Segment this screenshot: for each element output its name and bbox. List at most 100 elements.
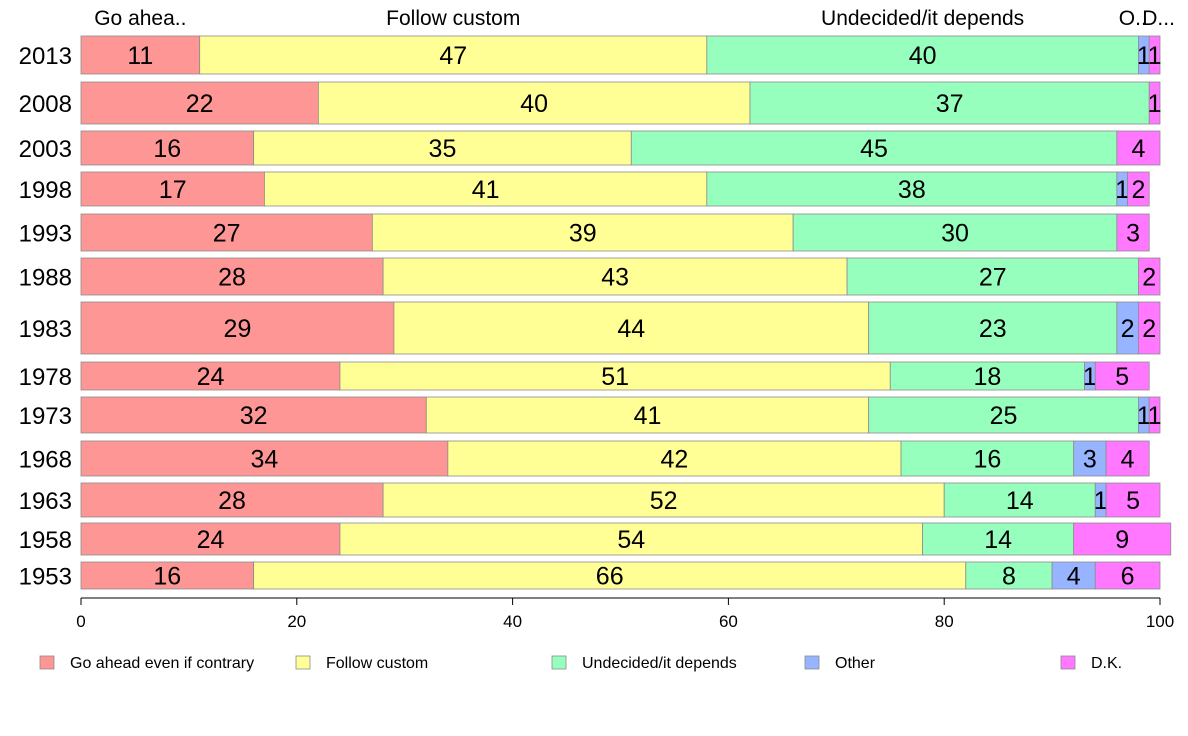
bar-segment-1978-s1 (339, 361, 891, 391)
category-label-2003: 2003 (19, 136, 72, 163)
bar-segment-2008-s4 (1148, 81, 1161, 125)
bar-segment-1998-s4 (1127, 171, 1150, 207)
legend-swatch-4 (1060, 655, 1076, 670)
legend-label-1: Follow custom (326, 655, 428, 672)
category-label-1993: 1993 (19, 221, 72, 248)
bar-value-label-1968-s2: 16 (973, 446, 1001, 474)
bar-segment-2008-s2 (749, 81, 1150, 125)
bar-segment-1958-s1 (339, 522, 924, 556)
bar-segment-1993-s0 (80, 213, 373, 252)
legend-swatch-1 (295, 655, 311, 670)
category-label-1998: 1998 (19, 177, 72, 204)
x-tick-label-60: 60 (719, 612, 738, 631)
bar-value-label-2003-s2: 45 (860, 135, 888, 163)
bar-segment-1988-s2 (846, 257, 1139, 296)
bar-value-label-1978-s0: 24 (197, 363, 225, 391)
bar-value-label-1958-s4: 9 (1115, 526, 1129, 554)
bar-segment-2013-s1 (199, 35, 708, 75)
bar-segment-1983-s2 (868, 301, 1118, 355)
bar-value-label-1998-s1: 41 (472, 176, 500, 204)
bar-value-label-2008-s2: 37 (936, 90, 964, 118)
legend-label-3: Other (835, 655, 876, 672)
legend-swatch-2 (551, 655, 567, 670)
bar-value-label-2013-s4: 1 (1148, 42, 1162, 70)
bar-value-label-1953-s4: 6 (1121, 563, 1135, 591)
bar-value-label-1973-s4: 1 (1148, 402, 1162, 430)
series-header-0: Go ahea.. (94, 7, 186, 30)
bar-value-label-2008-s1: 40 (520, 90, 548, 118)
bar-segment-1958-s0 (80, 522, 341, 556)
bar-segment-1953-s0 (80, 561, 255, 590)
category-label-1963: 1963 (19, 488, 72, 515)
bar-value-label-1953-s1: 66 (596, 563, 624, 591)
bar-value-label-1968-s4: 4 (1121, 446, 1135, 474)
bar-value-label-1978-s4: 5 (1115, 363, 1129, 391)
bar-value-label-1998-s2: 38 (898, 176, 926, 204)
legend: Go ahead even if contrary Follow custom Un… (39, 655, 1122, 672)
bar-segment-2003-s4 (1116, 130, 1161, 166)
bar-value-label-2008-s0: 22 (186, 90, 214, 118)
bar-segment-1958-s4 (1073, 522, 1172, 556)
category-label-1958: 1958 (19, 527, 72, 554)
bar-segment-2003-s1 (253, 130, 632, 166)
bar-segment-1963-s2 (943, 482, 1096, 518)
bar-value-label-2013-s3: 1 (1137, 42, 1151, 70)
bar-segment-1998-s0 (80, 171, 265, 207)
bar-segment-1988-s4 (1138, 257, 1161, 296)
bar-value-label-1953-s3: 4 (1067, 563, 1081, 591)
bar-segment-1978-s0 (80, 361, 341, 391)
bar-value-label-1983-s1: 44 (617, 315, 645, 343)
bar-segment-2008-s0 (80, 81, 319, 125)
bar-value-label-1983-s0: 29 (224, 315, 252, 343)
bar-value-label-1983-s3: 2 (1121, 315, 1135, 343)
bar-value-label-1968-s1: 42 (661, 446, 689, 474)
bar-value-label-1998-s4: 2 (1131, 176, 1145, 204)
category-label-1988: 1988 (19, 265, 72, 292)
bar-value-label-1993-s0: 27 (213, 220, 241, 248)
bar-value-label-1993-s4: 3 (1126, 220, 1140, 248)
legend-swatch-0 (39, 655, 55, 670)
bar-value-label-1993-s2: 30 (941, 220, 969, 248)
category-label-1978: 1978 (19, 364, 72, 391)
bar-segment-1993-s4 (1116, 213, 1150, 252)
bar-value-label-2003-s4: 4 (1131, 135, 1145, 163)
bar-value-label-1988-s2: 27 (979, 264, 1007, 292)
bar-segment-1963-s0 (80, 482, 384, 518)
x-axis: 0 20 40 60 80 100 (76, 597, 1174, 631)
legend-swatch-3 (804, 655, 820, 670)
bar-value-label-1963-s2: 14 (1006, 487, 1034, 515)
bar-segment-1993-s2 (792, 213, 1118, 252)
x-tick-label-40: 40 (503, 612, 522, 631)
bar-segment-1983-s0 (80, 301, 395, 355)
bar-segment-1968-s3 (1073, 440, 1107, 477)
x-tick-label-100: 100 (1146, 612, 1174, 631)
series-header-labels: Go ahea.. Follow custom Undecided/it depen… (94, 7, 1175, 30)
bar-value-label-2003-s0: 16 (153, 135, 181, 163)
bar-segment-1968-s1 (447, 440, 902, 477)
legend-label-0: Go ahead even if contrary (70, 655, 254, 672)
bar-value-label-1963-s3: 1 (1094, 487, 1108, 515)
series-header-4: D... (1142, 7, 1175, 30)
bar-segment-1953-s3 (1051, 561, 1096, 590)
category-label-2013: 2013 (19, 43, 72, 70)
bar-value-label-2013-s0: 11 (127, 42, 153, 70)
bar-segment-1983-s1 (393, 301, 870, 355)
bar-segment-1968-s4 (1105, 440, 1150, 477)
category-label-1983: 1983 (19, 316, 72, 343)
bar-value-label-1953-s0: 16 (153, 563, 181, 591)
bar-segment-1968-s0 (80, 440, 449, 477)
bar-value-label-1968-s0: 34 (251, 446, 279, 474)
bar-segment-1953-s4 (1094, 561, 1161, 590)
series-header-1: Follow custom (386, 7, 520, 30)
bar-segment-1973-s0 (80, 396, 427, 434)
bar-segment-1988-s1 (382, 257, 848, 296)
bar-value-label-1958-s0: 24 (197, 526, 225, 554)
bar-segment-1993-s1 (371, 213, 794, 252)
bar-segment-1963-s4 (1105, 482, 1161, 518)
bar-value-label-2003-s1: 35 (429, 135, 457, 163)
bar-value-label-1963-s0: 28 (218, 487, 246, 515)
series-header-3: O.. (1119, 7, 1147, 30)
category-label-1968: 1968 (19, 447, 72, 474)
bar-value-label-1988-s1: 43 (601, 264, 629, 292)
